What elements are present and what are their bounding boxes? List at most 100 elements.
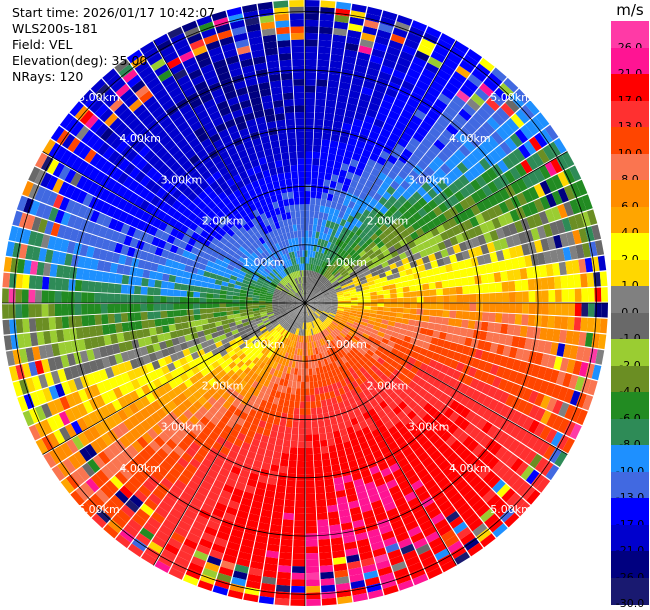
- velocity-gate: [130, 378, 141, 390]
- velocity-gate: [174, 323, 183, 331]
- velocity-gate: [535, 303, 543, 315]
- velocity-gate: [347, 165, 357, 174]
- velocity-gate: [197, 200, 207, 211]
- velocity-gate: [270, 281, 278, 287]
- velocity-gate: [431, 244, 441, 253]
- velocity-gate: [233, 288, 241, 293]
- velocity-gate: [324, 301, 332, 303]
- velocity-gate: [222, 257, 231, 265]
- velocity-gate: [171, 199, 182, 211]
- velocity-gate: [351, 512, 363, 522]
- velocity-gate: [168, 567, 185, 580]
- velocity-gate: [223, 342, 231, 350]
- velocity-gate: [82, 400, 94, 414]
- velocity-gate: [285, 420, 293, 428]
- velocity-gate: [342, 385, 350, 394]
- velocity-gate: [473, 225, 484, 237]
- velocity-gate: [160, 365, 171, 375]
- velocity-gate: [476, 392, 487, 405]
- velocity-gate: [253, 340, 261, 348]
- velocity-gate: [189, 326, 197, 334]
- velocity-gate: [270, 375, 277, 383]
- velocity-gate: [317, 305, 325, 309]
- velocity-gate: [390, 104, 403, 115]
- velocity-gate: [445, 510, 460, 524]
- velocity-gate: [291, 303, 299, 305]
- velocity-gate: [492, 332, 501, 344]
- velocity-gate: [280, 292, 287, 296]
- velocity-gate: [84, 443, 98, 458]
- velocity-gate: [341, 122, 352, 132]
- velocity-gate: [319, 316, 325, 322]
- velocity-gate: [258, 254, 266, 262]
- velocity-gate: [355, 429, 364, 439]
- velocity-gate: [305, 309, 307, 317]
- velocity-gate: [520, 159, 533, 174]
- velocity-gate: [244, 484, 256, 494]
- velocity-gate: [508, 303, 516, 314]
- velocity-gate: [305, 434, 313, 442]
- velocity-gate: [46, 416, 59, 432]
- velocity-gate: [415, 339, 425, 348]
- velocity-gate: [409, 567, 426, 580]
- velocity-gate: [405, 142, 417, 154]
- velocity-gate: [401, 463, 413, 474]
- velocity-gate: [242, 336, 250, 343]
- velocity-gate: [210, 485, 222, 496]
- velocity-gate: [174, 479, 187, 491]
- velocity-gate: [169, 330, 178, 339]
- velocity-gate: [167, 173, 179, 184]
- velocity-gate: [561, 303, 569, 316]
- velocity-gate: [241, 282, 249, 288]
- velocity-gate: [134, 411, 146, 424]
- velocity-gate: [338, 365, 345, 374]
- velocity-gate: [337, 449, 346, 458]
- velocity-gate: [219, 361, 229, 370]
- velocity-gate: [530, 253, 540, 266]
- velocity-gate: [442, 256, 452, 265]
- velocity-gate: [352, 118, 364, 128]
- velocity-gate: [275, 315, 283, 320]
- velocity-gate: [201, 502, 214, 514]
- velocity-gate: [347, 29, 362, 39]
- velocity-gate: [331, 320, 339, 327]
- velocity-gate: [292, 297, 299, 301]
- velocity-gate: [495, 312, 503, 323]
- velocity-gate: [402, 286, 410, 293]
- velocity-gate: [395, 260, 404, 268]
- velocity-gate: [525, 100, 540, 116]
- velocity-gate: [64, 423, 77, 439]
- velocity-gate: [344, 307, 351, 311]
- velocity-gate: [484, 513, 499, 528]
- velocity-gate: [79, 218, 90, 232]
- velocity-gate: [436, 288, 444, 296]
- velocity-gate: [381, 337, 390, 345]
- velocity-gate: [74, 279, 83, 292]
- velocity-gate: [416, 308, 424, 315]
- velocity-gate: [500, 122, 515, 137]
- velocity-gate: [284, 426, 292, 435]
- velocity-gate: [338, 277, 345, 284]
- velocity-gate: [240, 333, 248, 340]
- velocity-gate: [259, 354, 267, 362]
- velocity-gate: [495, 250, 505, 262]
- velocity-gate: [135, 508, 151, 522]
- velocity-gate: [318, 366, 324, 374]
- velocity-gate: [62, 265, 71, 279]
- velocity-gate: [268, 530, 281, 539]
- velocity-gate: [184, 419, 195, 431]
- velocity-gate: [449, 295, 457, 303]
- velocity-gate: [286, 307, 293, 311]
- velocity-gate: [289, 280, 295, 288]
- velocity-gate: [148, 244, 158, 255]
- velocity-gate: [214, 321, 223, 327]
- velocity-gate: [348, 500, 360, 509]
- velocity-gate: [212, 298, 220, 303]
- velocity-gate: [303, 309, 305, 317]
- velocity-gate: [312, 374, 318, 382]
- velocity-gate: [294, 513, 305, 521]
- velocity-gate: [251, 364, 259, 373]
- velocity-gate: [347, 382, 355, 391]
- velocity-gate: [563, 185, 576, 201]
- velocity-gate: [120, 294, 128, 303]
